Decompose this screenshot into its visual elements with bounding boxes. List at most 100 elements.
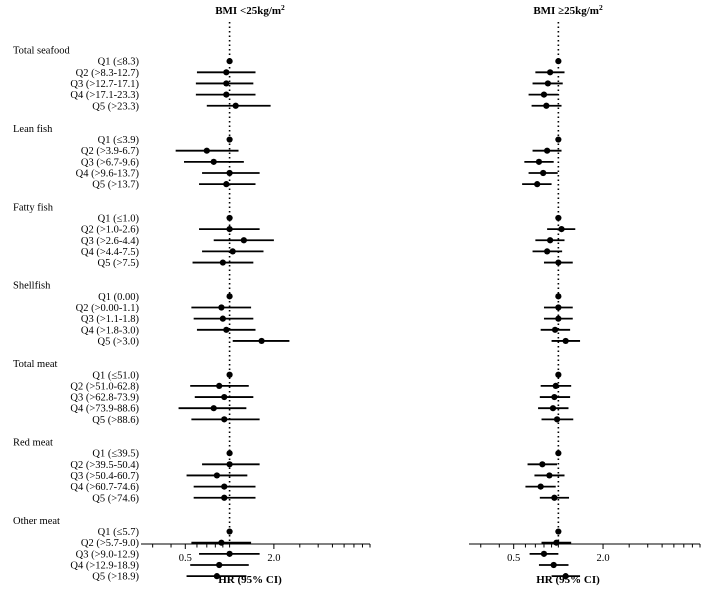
hr-point xyxy=(547,237,554,244)
row-label: Q3 (>1.1-1.8) xyxy=(81,314,140,325)
hr-point xyxy=(550,561,557,569)
row-label: Q5 (>23.3) xyxy=(92,101,139,112)
x-tick-label: 0.5 xyxy=(179,553,192,564)
hr-point xyxy=(226,214,233,222)
hr-point xyxy=(562,573,569,580)
hr-point xyxy=(213,472,221,479)
row-label: Q4 (>17.1-23.3) xyxy=(70,90,139,101)
row-label: Q1 (≤8.3) xyxy=(98,57,140,68)
hr-point xyxy=(544,147,551,154)
panel-title-0: BMI <25kg/m2 xyxy=(215,3,285,18)
hr-point xyxy=(544,80,551,87)
hr-point xyxy=(562,337,569,345)
hr-point xyxy=(221,494,228,501)
row-label: Q1 (0.00) xyxy=(98,292,139,303)
hr-point xyxy=(240,237,247,244)
row-label: Q1 (≤39.5) xyxy=(92,449,139,460)
hr-point xyxy=(213,573,221,580)
row-label: Q4 (>12.9-18.9) xyxy=(70,561,139,572)
hr-point xyxy=(540,550,548,557)
row-label: Q1 (≤1.0) xyxy=(98,213,140,224)
hr-point xyxy=(219,315,226,322)
hr-point xyxy=(555,293,562,300)
hr-point xyxy=(221,416,228,423)
group-label: Lean fish xyxy=(13,124,53,135)
hr-point xyxy=(210,405,217,412)
hr-point xyxy=(216,382,223,389)
group-label: Red meat xyxy=(13,438,53,449)
row-label: Q3 (>9.0-12.9) xyxy=(76,549,140,560)
hr-point xyxy=(258,337,265,345)
row-label: Q2 (>51.0-62.8) xyxy=(70,381,139,392)
hr-point xyxy=(535,158,543,165)
group-label: Total meat xyxy=(13,359,58,370)
group-label: Other meat xyxy=(13,516,60,527)
hr-point xyxy=(226,528,233,535)
row-label: Q4 (>4.4-7.5) xyxy=(81,247,140,258)
hr-point xyxy=(226,550,233,557)
x-tick-label: 0.5 xyxy=(507,553,520,564)
hr-point xyxy=(551,393,558,401)
hr-point xyxy=(221,393,228,401)
group-label: Fatty fish xyxy=(13,202,54,213)
row-label: Q3 (>50.4-60.7) xyxy=(70,471,139,482)
hr-point xyxy=(540,169,547,177)
x-tick-label: 2.0 xyxy=(267,553,280,564)
hr-point xyxy=(219,259,226,266)
hr-point xyxy=(547,69,554,76)
hr-point xyxy=(537,483,544,490)
group-label: Shellfish xyxy=(13,281,51,292)
hr-point xyxy=(226,136,233,143)
hr-point xyxy=(543,102,550,109)
hr-point xyxy=(551,494,558,501)
row-label: Q4 (>60.7-74.6) xyxy=(70,482,139,493)
hr-point xyxy=(549,405,557,412)
hr-point xyxy=(539,461,546,468)
hr-point xyxy=(203,147,210,154)
hr-point xyxy=(555,450,562,457)
row-label: Q2 (>1.0-2.6) xyxy=(81,225,140,236)
row-label: Q2 (>39.5-50.4) xyxy=(70,460,139,471)
row-label: Q5 (>3.0) xyxy=(98,336,140,347)
row-label: Q1 (≤3.9) xyxy=(98,135,140,146)
panel-title-superscript: 2 xyxy=(599,3,603,12)
row-label: Q2 (>5.7-9.0) xyxy=(81,538,140,549)
hr-point xyxy=(534,181,541,188)
row-label: Q5 (>18.9) xyxy=(92,572,139,583)
hr-point xyxy=(232,102,239,109)
hr-point xyxy=(226,226,233,233)
hr-point xyxy=(555,214,562,222)
hr-point xyxy=(223,80,230,87)
x-axis-title: HR (95% CI) xyxy=(536,574,600,586)
hr-point xyxy=(540,91,548,98)
row-label: Q5 (>13.7) xyxy=(92,180,139,191)
panel-title-superscript: 2 xyxy=(281,3,285,12)
row-label: Q2 (>0.00-1.1) xyxy=(76,303,140,314)
hr-point xyxy=(223,69,230,76)
hr-point xyxy=(544,248,551,255)
hr-point xyxy=(555,136,562,143)
hr-point xyxy=(218,539,225,546)
hr-point xyxy=(226,450,233,457)
hr-point xyxy=(555,315,562,322)
row-label: Q2 (>3.9-6.7) xyxy=(81,146,140,157)
row-label: Q1 (≤51.0) xyxy=(92,370,139,381)
panel-title-text: BMI ≥25kg/m xyxy=(533,5,599,17)
hr-point xyxy=(229,248,236,255)
hr-point xyxy=(223,181,230,188)
row-label: Q4 (>73.9-88.6) xyxy=(70,404,139,415)
hr-point xyxy=(221,483,228,490)
row-label: Q3 (>6.7-9.6) xyxy=(81,157,140,168)
row-label: Q5 (>74.6) xyxy=(92,493,139,504)
hr-point xyxy=(226,169,233,177)
row-label: Q3 (>2.6-4.4) xyxy=(81,236,140,247)
row-label: Q5 (>7.5) xyxy=(98,258,140,269)
panel-title-1: BMI ≥25kg/m2 xyxy=(533,3,603,18)
hr-point xyxy=(226,371,233,378)
hr-point xyxy=(226,293,233,300)
hr-point xyxy=(558,226,565,233)
hr-point xyxy=(555,259,562,266)
panel-title-text: BMI <25kg/m xyxy=(215,5,281,17)
hr-point xyxy=(546,472,553,479)
